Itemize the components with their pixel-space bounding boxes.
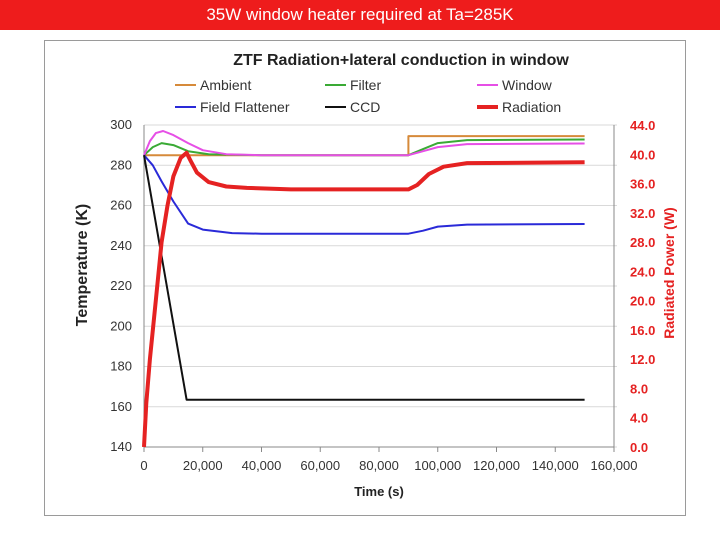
y-tick-label: 200 [110,318,132,333]
legend-label-radiation: Radiation [502,99,561,115]
x-tick-label: 80,000 [359,458,399,473]
y-tick-label: 160 [110,399,132,414]
y-tick-label: 220 [110,278,132,293]
series-layer [142,130,585,448]
series-line-field-flattener [143,154,585,235]
legend-label-ambient: Ambient [200,77,251,93]
y2-tick-label: 20.0 [630,294,655,309]
y-tick-label: 260 [110,198,132,213]
x-axis-label: Time (s) [354,484,404,499]
legend-label-field-flattener: Field Flattener [200,99,290,115]
x-tick-label: 20,000 [183,458,223,473]
legend-label-filter: Filter [350,77,381,93]
axis-layer: 140 160 180 200 220 240 260 280 300 0.0 4.0 8.0 12.0… [110,117,655,473]
y2-tick-label: 40.0 [630,147,655,162]
legend-label-window: Window [502,77,553,93]
legend-layer: Ambient Filter Window Field Flattener CCD Rad… [175,77,561,115]
chart-svg: 140 160 180 200 220 240 260 280 300 0.0 4.0 8.0 12.0… [74,52,677,499]
y2-tick-label: 0.0 [630,440,648,455]
y2-tick-label: 12.0 [630,352,655,367]
x-tick-label: 40,000 [242,458,282,473]
y-tick-label: 280 [110,157,132,172]
y-tick-label: 140 [110,439,132,454]
y-axis-label: Temperature (K) [74,204,91,326]
slide-title: 35W window heater required at Ta=285K [0,0,720,30]
chart-frame: 140 160 180 200 220 240 260 280 300 0.0 4.0 8.0 12.0… [44,40,686,516]
chart-title: ZTF Radiation+lateral conduction in wind… [233,52,569,69]
x-tick-label: 160,000 [591,458,638,473]
x-tick-label: 120,000 [473,458,520,473]
x-tick-label: 140,000 [532,458,579,473]
y-tick-label: 300 [110,117,132,132]
y2-tick-label: 16.0 [630,323,655,338]
x-tick-label: 60,000 [300,458,340,473]
x-tick-label: 100,000 [414,458,461,473]
y2-tick-label: 44.0 [630,118,655,133]
y2-tick-label: 8.0 [630,381,648,396]
y2-tick-label: 32.0 [630,206,655,221]
y2-tick-label: 28.0 [630,235,655,250]
y2-tick-label: 4.0 [630,411,648,426]
y2-tick-label: 24.0 [630,264,655,279]
x-tick-label: 0 [140,458,147,473]
y-tick-label: 240 [110,238,132,253]
y2-axis-label: Radiated Power (W) [661,207,677,338]
series-line-window [143,130,585,157]
y2-tick-label: 36.0 [630,177,655,192]
legend-label-ccd: CCD [350,99,380,115]
series-line-radiation [142,150,585,448]
y-tick-label: 180 [110,359,132,374]
series-line-ccd [143,155,585,401]
